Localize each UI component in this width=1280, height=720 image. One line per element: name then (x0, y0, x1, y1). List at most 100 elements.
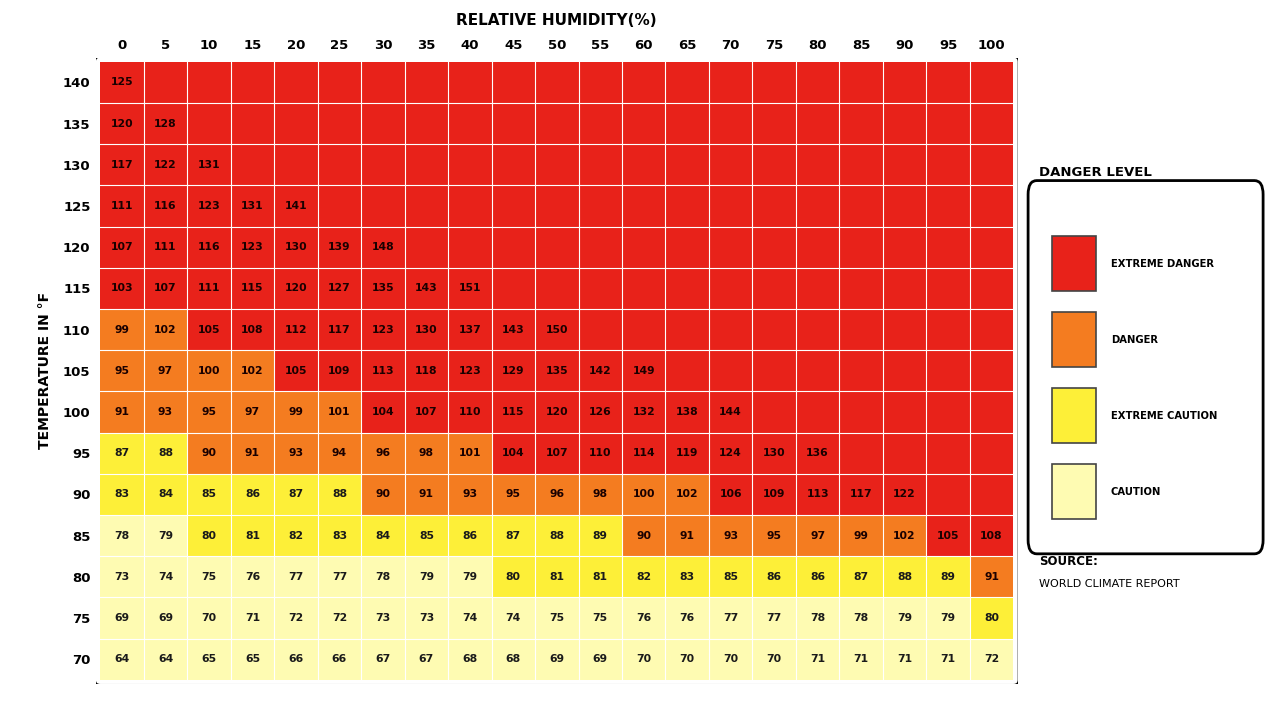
Bar (840, 350, 883, 392)
Bar (753, 227, 796, 268)
Text: 85: 85 (723, 572, 739, 582)
Text: 109: 109 (763, 490, 786, 500)
Bar (448, 598, 492, 639)
Bar (230, 309, 274, 350)
Bar (709, 309, 753, 350)
Text: 87: 87 (288, 490, 303, 500)
Bar (927, 433, 970, 474)
Text: 74: 74 (462, 613, 477, 623)
Bar (535, 268, 579, 309)
Bar (361, 185, 404, 227)
Bar (492, 103, 535, 144)
Text: 68: 68 (506, 654, 521, 665)
Bar (317, 392, 361, 433)
Bar (404, 144, 448, 185)
Bar (927, 103, 970, 144)
Bar (361, 268, 404, 309)
Bar (535, 515, 579, 557)
Bar (622, 598, 666, 639)
Bar (274, 350, 317, 392)
Bar (317, 474, 361, 515)
Bar (709, 62, 753, 103)
Bar (230, 474, 274, 515)
Bar (753, 474, 796, 515)
Bar (622, 350, 666, 392)
Bar (970, 392, 1014, 433)
Bar (100, 62, 143, 103)
Bar (970, 515, 1014, 557)
Bar (448, 227, 492, 268)
Text: 111: 111 (155, 242, 177, 252)
Bar (840, 598, 883, 639)
Bar (622, 185, 666, 227)
Text: 77: 77 (332, 572, 347, 582)
Bar (317, 144, 361, 185)
Text: 113: 113 (371, 366, 394, 376)
Bar (187, 474, 230, 515)
Bar (100, 268, 143, 309)
Bar (317, 598, 361, 639)
Bar (274, 515, 317, 557)
Bar (535, 557, 579, 598)
Bar (100, 515, 143, 557)
Bar (492, 268, 535, 309)
Bar (230, 639, 274, 680)
Bar (187, 185, 230, 227)
Bar (361, 392, 404, 433)
Bar (970, 639, 1014, 680)
Bar (230, 62, 274, 103)
Text: 123: 123 (241, 242, 264, 252)
Bar (361, 474, 404, 515)
Text: 111: 111 (111, 201, 133, 211)
Bar (579, 309, 622, 350)
Bar (361, 515, 404, 557)
Bar (404, 639, 448, 680)
Text: 110: 110 (589, 449, 612, 458)
Bar (840, 515, 883, 557)
Bar (448, 144, 492, 185)
Bar (709, 227, 753, 268)
Bar (404, 557, 448, 598)
Text: 125: 125 (111, 77, 133, 87)
Bar (883, 227, 927, 268)
Bar (796, 144, 840, 185)
Bar (666, 392, 709, 433)
Bar (753, 433, 796, 474)
Bar (622, 433, 666, 474)
Bar (317, 639, 361, 680)
Bar (622, 639, 666, 680)
Bar (796, 598, 840, 639)
Bar (622, 392, 666, 433)
Bar (927, 639, 970, 680)
Bar (666, 268, 709, 309)
Text: 72: 72 (984, 654, 1000, 665)
Bar (970, 350, 1014, 392)
Bar (361, 144, 404, 185)
Bar (666, 103, 709, 144)
Bar (230, 227, 274, 268)
Bar (492, 557, 535, 598)
Bar (187, 598, 230, 639)
Bar (883, 185, 927, 227)
Bar (709, 144, 753, 185)
Text: 83: 83 (332, 531, 347, 541)
Text: 101: 101 (458, 449, 481, 458)
Bar (883, 350, 927, 392)
Bar (492, 515, 535, 557)
Bar (230, 515, 274, 557)
Text: 79: 79 (157, 531, 173, 541)
Bar (840, 103, 883, 144)
Text: 108: 108 (980, 531, 1002, 541)
Bar (622, 309, 666, 350)
Bar (709, 185, 753, 227)
Text: 96: 96 (549, 490, 564, 500)
Text: 100: 100 (198, 366, 220, 376)
Bar (796, 62, 840, 103)
Bar (579, 515, 622, 557)
Bar (622, 144, 666, 185)
Text: 70: 70 (201, 613, 216, 623)
Bar (535, 144, 579, 185)
Bar (448, 557, 492, 598)
Text: 91: 91 (680, 531, 695, 541)
Text: 118: 118 (415, 366, 438, 376)
